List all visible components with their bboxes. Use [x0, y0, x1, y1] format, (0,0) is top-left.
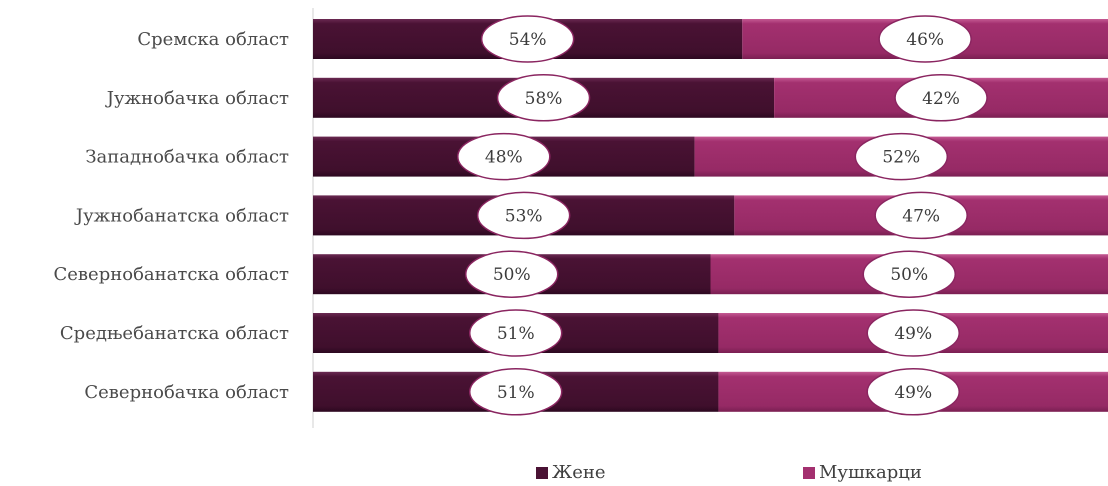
category-label: Јужнобачка област — [105, 88, 289, 109]
data-label-women: 51% — [497, 324, 535, 344]
legend-label-women: Жене — [552, 462, 606, 483]
data-label-men: 49% — [894, 383, 932, 403]
data-label-bubble-women — [476, 191, 571, 240]
data-label-women: 51% — [497, 383, 535, 403]
category-label: Јужнобанатска област — [74, 205, 289, 226]
data-label-women: 54% — [509, 30, 547, 50]
data-label-bubble-men — [894, 74, 988, 122]
legend-swatch-women — [536, 466, 548, 479]
data-label-bubble-women — [468, 309, 563, 357]
data-label-women: 50% — [493, 265, 531, 285]
data-label-bubble-men — [878, 15, 972, 63]
data-label-men: 52% — [882, 148, 920, 168]
category-labels-layer: Сремска област Јужнобачка област Западноба… — [54, 29, 290, 403]
legend-label-men: Мушкарци — [819, 462, 922, 483]
category-label: Севернобачка област — [84, 382, 289, 403]
category-label: Западнобачка област — [85, 147, 289, 168]
data-label-women: 58% — [525, 89, 563, 109]
data-label-bubble-men — [854, 132, 949, 181]
data-label-bubble-men — [866, 368, 960, 416]
data-label-men: 50% — [890, 265, 928, 285]
data-label-bubble-women — [468, 368, 563, 416]
data-label-bubble-men — [862, 250, 956, 298]
category-label: Средњебанатска област — [60, 323, 289, 344]
data-label-women: 48% — [485, 148, 523, 168]
data-label-bubble-women — [496, 74, 591, 122]
bars-layer — [313, 19, 1108, 412]
data-label-bubble-men — [874, 191, 968, 240]
data-label-men: 47% — [902, 206, 940, 226]
category-label: Сремска област — [137, 29, 289, 50]
data-label-men: 46% — [906, 30, 944, 50]
legend-item-women: Жене — [536, 462, 606, 483]
data-label-bubble-women — [480, 15, 575, 63]
legend: Жене Мушкарци — [0, 462, 1108, 486]
data-label-bubble-women — [465, 250, 559, 298]
data-label-women: 53% — [505, 206, 543, 226]
data-label-men: 42% — [922, 89, 960, 109]
legend-item-men: Мушкарци — [803, 462, 922, 483]
legend-swatch-men — [803, 466, 815, 479]
data-label-bubble-women — [457, 132, 551, 181]
data-label-men: 49% — [894, 324, 932, 344]
data-labels-layer: 54% 46% 58% 42% 48% 52% 53% 47% 50% 50% 51% 49% 51% 4… — [457, 15, 988, 416]
data-label-bubble-men — [866, 309, 960, 357]
category-label: Севернобанатска област — [54, 264, 290, 285]
